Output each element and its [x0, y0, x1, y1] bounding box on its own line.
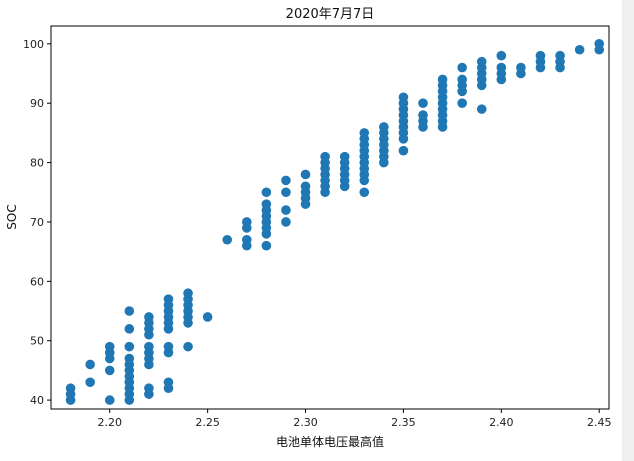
x-tick-label: 2.35 — [391, 416, 416, 429]
scatter-point — [457, 98, 467, 108]
scatter-point — [457, 62, 467, 73]
scatter-point — [261, 240, 272, 251]
scatter-point — [144, 383, 154, 394]
scatter-point — [85, 377, 95, 388]
y-tick-label: 90 — [30, 97, 44, 110]
scatter-point — [124, 353, 135, 364]
data-points — [65, 39, 605, 405]
scatter-point — [476, 104, 487, 114]
plot-frame — [50, 25, 610, 410]
y-tick-label: 50 — [30, 335, 44, 348]
scatter-point — [183, 341, 193, 352]
scatter-point — [222, 234, 233, 245]
scatter-point — [261, 187, 272, 198]
scatter-point — [418, 98, 428, 108]
y-tick-label: 40 — [30, 394, 44, 407]
y-tick-label: 100 — [23, 38, 44, 51]
scatter-point — [163, 294, 174, 304]
x-axis-title: 电池单体电压最高值 — [276, 434, 384, 449]
scatter-point — [281, 187, 291, 198]
scatter-point — [457, 74, 467, 85]
scatter-point — [398, 92, 409, 103]
scatter-point — [163, 377, 174, 388]
scatter-point — [104, 365, 115, 376]
scatter-point — [85, 359, 95, 370]
x-tick-label: 2.30 — [293, 416, 318, 429]
scatter-point — [144, 341, 154, 352]
x-tick-label: 2.45 — [587, 416, 612, 429]
scatter-point — [574, 44, 585, 55]
scatter-point — [516, 62, 526, 73]
scatter-point — [359, 128, 370, 138]
scatter-point — [418, 110, 428, 120]
x-tick-label: 2.20 — [97, 416, 122, 429]
scatter-point — [104, 395, 115, 405]
x-tick-label: 2.25 — [195, 416, 220, 429]
y-tick-label: 60 — [30, 275, 44, 288]
x-axis: 2.20 2.25 2.30 2.35 2.40 2.45 — [97, 409, 611, 429]
scatter-point — [281, 217, 291, 227]
scatter-point — [300, 181, 311, 192]
y-tick-label: 80 — [30, 157, 44, 170]
y-tick-label: 70 — [30, 216, 44, 229]
scatter-point — [241, 234, 252, 245]
scatter-point — [339, 151, 350, 162]
scatter-point — [124, 306, 135, 316]
x-tick-label: 2.40 — [489, 416, 514, 429]
scatter-point — [437, 74, 448, 85]
scatter-point — [261, 199, 272, 209]
scatter-point — [124, 324, 135, 334]
scatter-point — [183, 288, 193, 299]
chart-title: 2020年7月7日 — [286, 7, 375, 22]
scatter-point — [496, 62, 507, 73]
scatter-point — [359, 187, 370, 198]
scatter-point — [241, 217, 252, 227]
scatter-point — [104, 341, 115, 352]
scatter-point — [281, 205, 291, 215]
scatter-point — [163, 341, 174, 352]
scatter-point — [535, 50, 546, 61]
scatter-point — [476, 56, 487, 67]
scatter-point — [320, 151, 330, 162]
scatter-point — [398, 145, 409, 156]
scatter-point — [124, 341, 135, 352]
y-axis: 40 50 60 70 80 90 100 — [23, 38, 51, 407]
scatter-point — [281, 175, 291, 186]
scatter-point — [594, 39, 605, 49]
y-axis-title: SOC — [5, 204, 19, 229]
scatter-point — [144, 312, 154, 322]
scatter-point — [379, 122, 389, 132]
scatter-point — [202, 312, 213, 322]
scatter-point — [555, 50, 565, 61]
scatter-point — [300, 169, 311, 180]
scatter-point — [496, 50, 507, 61]
scrollbar-strip[interactable] — [622, 0, 634, 461]
scatter-point — [65, 383, 76, 394]
